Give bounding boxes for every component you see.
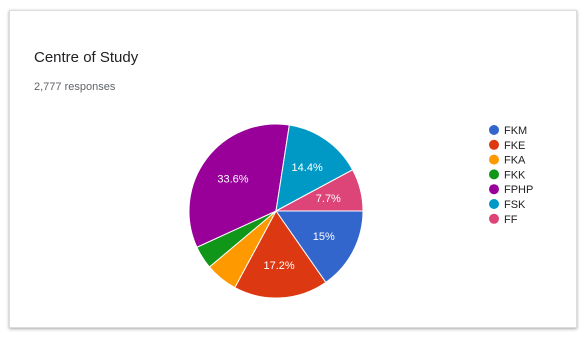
question-summary-card: Centre of Study 2,777 responses 15% 17.2%…: [9, 10, 577, 328]
response-count: 2,777 responses: [34, 81, 116, 93]
pie-label-fsk: 14.4%: [292, 162, 323, 174]
legend-marker-fkm: [489, 125, 499, 135]
pie-label-fke: 17.2%: [264, 260, 295, 272]
pie-slice-fsk[interactable]: [275, 124, 354, 212]
question-title: Centre of Study: [34, 49, 139, 66]
legend-label-fkm[interactable]: FKM: [504, 125, 527, 137]
pie-label-fphp: 33.6%: [217, 173, 248, 185]
pie-slice-fkm[interactable]: [275, 210, 364, 284]
legend-label-fphp[interactable]: FPHP: [504, 184, 533, 196]
legend-marker-ff: [489, 213, 499, 224]
pie-label-ff: 7.7%: [316, 193, 341, 205]
pie-chart: 15% 17.2% 33.6% 14.4% 7.7% FKM FKE FKA FKK FPHP FS…: [188, 123, 533, 299]
pie-slice-fphp[interactable]: [188, 123, 290, 248]
legend-label-fsk[interactable]: FSK: [504, 199, 526, 211]
legend-marker-fsk: [489, 199, 499, 209]
legend-marker-fkk: [489, 169, 499, 180]
pie-slice-ff[interactable]: [275, 169, 364, 212]
legend-marker-fke: [489, 139, 499, 150]
legend-label-fke[interactable]: FKE: [504, 140, 525, 152]
legend-marker-fphp: [489, 184, 499, 195]
legend-label-ff[interactable]: FF: [504, 214, 518, 226]
pie-slice-fke[interactable]: [234, 210, 327, 299]
legend-label-fka[interactable]: FKA: [504, 155, 526, 167]
pie-label-fkm: 15%: [313, 231, 335, 243]
legend-marker-fka: [489, 154, 499, 165]
legend-label-fkk[interactable]: FKK: [504, 169, 526, 181]
